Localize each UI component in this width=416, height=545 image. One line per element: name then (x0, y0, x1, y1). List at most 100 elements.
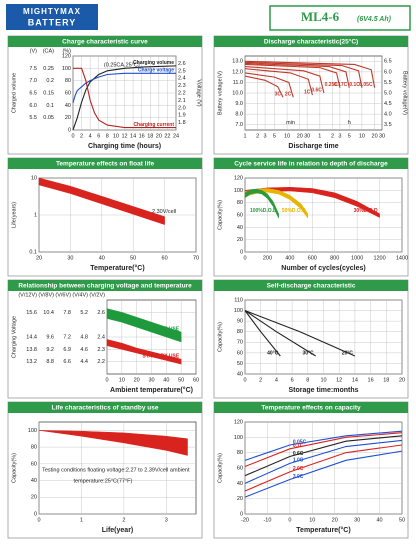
x-tick-label: 50 (399, 517, 405, 523)
y-tick-label: 0 (34, 511, 37, 517)
line (244, 60, 376, 88)
y-tick-label: 9.2 (46, 347, 54, 353)
panel-title-bar (8, 158, 202, 169)
series-label: STAND BY USE (142, 354, 179, 360)
y-tick-label: 6.0 (29, 103, 37, 109)
x-tick-label: 3 (264, 133, 267, 139)
y-tick-label: 14.4 (26, 334, 37, 340)
axis-unit: (V/12V) (18, 292, 37, 298)
x-tick-label: 10 (119, 377, 125, 383)
y-tick-label: 60 (31, 461, 37, 467)
annotation: (0.25CA,25°C) (104, 62, 140, 68)
x-tick-label: -10 (263, 517, 271, 523)
x-tick-label: 60 (193, 377, 199, 383)
line (244, 63, 341, 88)
line (244, 72, 294, 98)
line (244, 62, 350, 88)
line (244, 310, 316, 357)
panel-title: Relationship between charging voltage an… (18, 283, 192, 290)
y-tick-label: 6.5 (384, 59, 392, 65)
y-tick-label: 40 (237, 371, 243, 377)
x-axis-label: Storage time:months (288, 387, 358, 394)
x-tick-label: 1 (80, 517, 83, 523)
y-tick-label: 5.5 (384, 80, 392, 86)
y-axis-label: Capacity(%) (217, 322, 223, 352)
line (244, 435, 403, 477)
y-tick-label: 0.1 (29, 249, 37, 255)
series-label: 50%D.O.D (282, 208, 306, 214)
x-tick-label: 5 (273, 133, 276, 139)
x-axis-label: Ambient temperature(°C) (110, 386, 193, 394)
line (72, 65, 177, 131)
y-tick-label: 40 (237, 481, 243, 487)
x-tick-label: 400 (285, 255, 294, 261)
x-tick-label: 14 (352, 377, 358, 383)
x-tick-label: 30 (67, 255, 73, 261)
series-label: 2.0C (293, 466, 304, 472)
series-label: 1C (304, 89, 311, 95)
y-tick-label: 13.0 (232, 59, 243, 65)
series-label: 0.17C (334, 82, 348, 88)
y-tick-label: 120 (62, 53, 71, 59)
y-tick-label: 8.0 (235, 112, 243, 118)
annotation: Testing conditions floating voltage:2.27… (42, 467, 190, 473)
y-tick-label: 80 (237, 200, 243, 206)
y2-axis-label: Voltage (V) (196, 79, 202, 106)
y-axis-label: Life(years) (11, 202, 17, 228)
series-label: 30%D.O.D (354, 208, 378, 214)
y-tick-label: 80 (65, 78, 71, 84)
y-tick-label: 9.6 (46, 334, 54, 340)
y-axis-label: Battery voltage(V) (217, 71, 223, 115)
y-tick-label: 1 (34, 212, 37, 218)
x-tick-label: 12 (121, 133, 127, 139)
band (244, 188, 279, 219)
line (244, 432, 403, 467)
line (244, 450, 403, 498)
y-tick-label: 2.3 (97, 347, 105, 353)
y-tick-label: 100 (234, 435, 243, 441)
x-tick-label: 40 (163, 377, 169, 383)
y-tick-label: 6.0 (384, 69, 392, 75)
x-tick-label: 2 (259, 377, 262, 383)
y-tick-label: 80 (237, 329, 243, 335)
series-label: CYCLE USE (151, 326, 180, 332)
y-tick-label: 20 (237, 237, 243, 243)
series-label: Charge voltage (138, 68, 174, 74)
y-tick-label: 15.6 (26, 310, 37, 316)
x-tick-label: 2 (331, 133, 334, 139)
series-label: 20°C (342, 350, 354, 356)
annotation: h (348, 120, 351, 126)
y-tick-label: 1.9 (178, 113, 186, 119)
x-tick-label: 10 (320, 377, 326, 383)
y-tick-label: 7.0 (29, 78, 37, 84)
x-tick-label: 10 (359, 133, 365, 139)
y-tick-label: 12.0 (232, 69, 243, 75)
x-tick-label: 600 (308, 255, 317, 261)
series-label: 0.05C (293, 439, 307, 445)
x-tick-label: 30 (379, 133, 385, 139)
y-tick-label: 120 (234, 419, 243, 425)
series-label: 2C (285, 92, 292, 98)
series-label: 0.05C (359, 82, 373, 88)
x-tick-label: 50 (130, 255, 136, 261)
x-tick-label: 4 (275, 377, 278, 383)
y-tick-label: 4.8 (80, 334, 88, 340)
x-tick-label: 20 (399, 377, 405, 383)
x-tick-label: 30 (354, 517, 360, 523)
y-tick-label: 2.1 (178, 98, 186, 104)
line (244, 310, 356, 357)
annotation: temperature:25°C(77°F) (74, 478, 133, 484)
line (244, 75, 284, 98)
model-box (269, 5, 411, 31)
x-tick-label: 20 (332, 517, 338, 523)
model: ML4-6 (301, 9, 340, 24)
y-tick-label: 40 (237, 225, 243, 231)
y-tick-label: 10.0 (232, 90, 243, 96)
logo (6, 4, 98, 30)
series-label: 30°C (302, 350, 314, 356)
panel-title-bar (214, 36, 408, 47)
line (72, 72, 176, 104)
y-tick-label: 70 (237, 340, 243, 346)
y-tick-label: 6.6 (63, 359, 71, 365)
